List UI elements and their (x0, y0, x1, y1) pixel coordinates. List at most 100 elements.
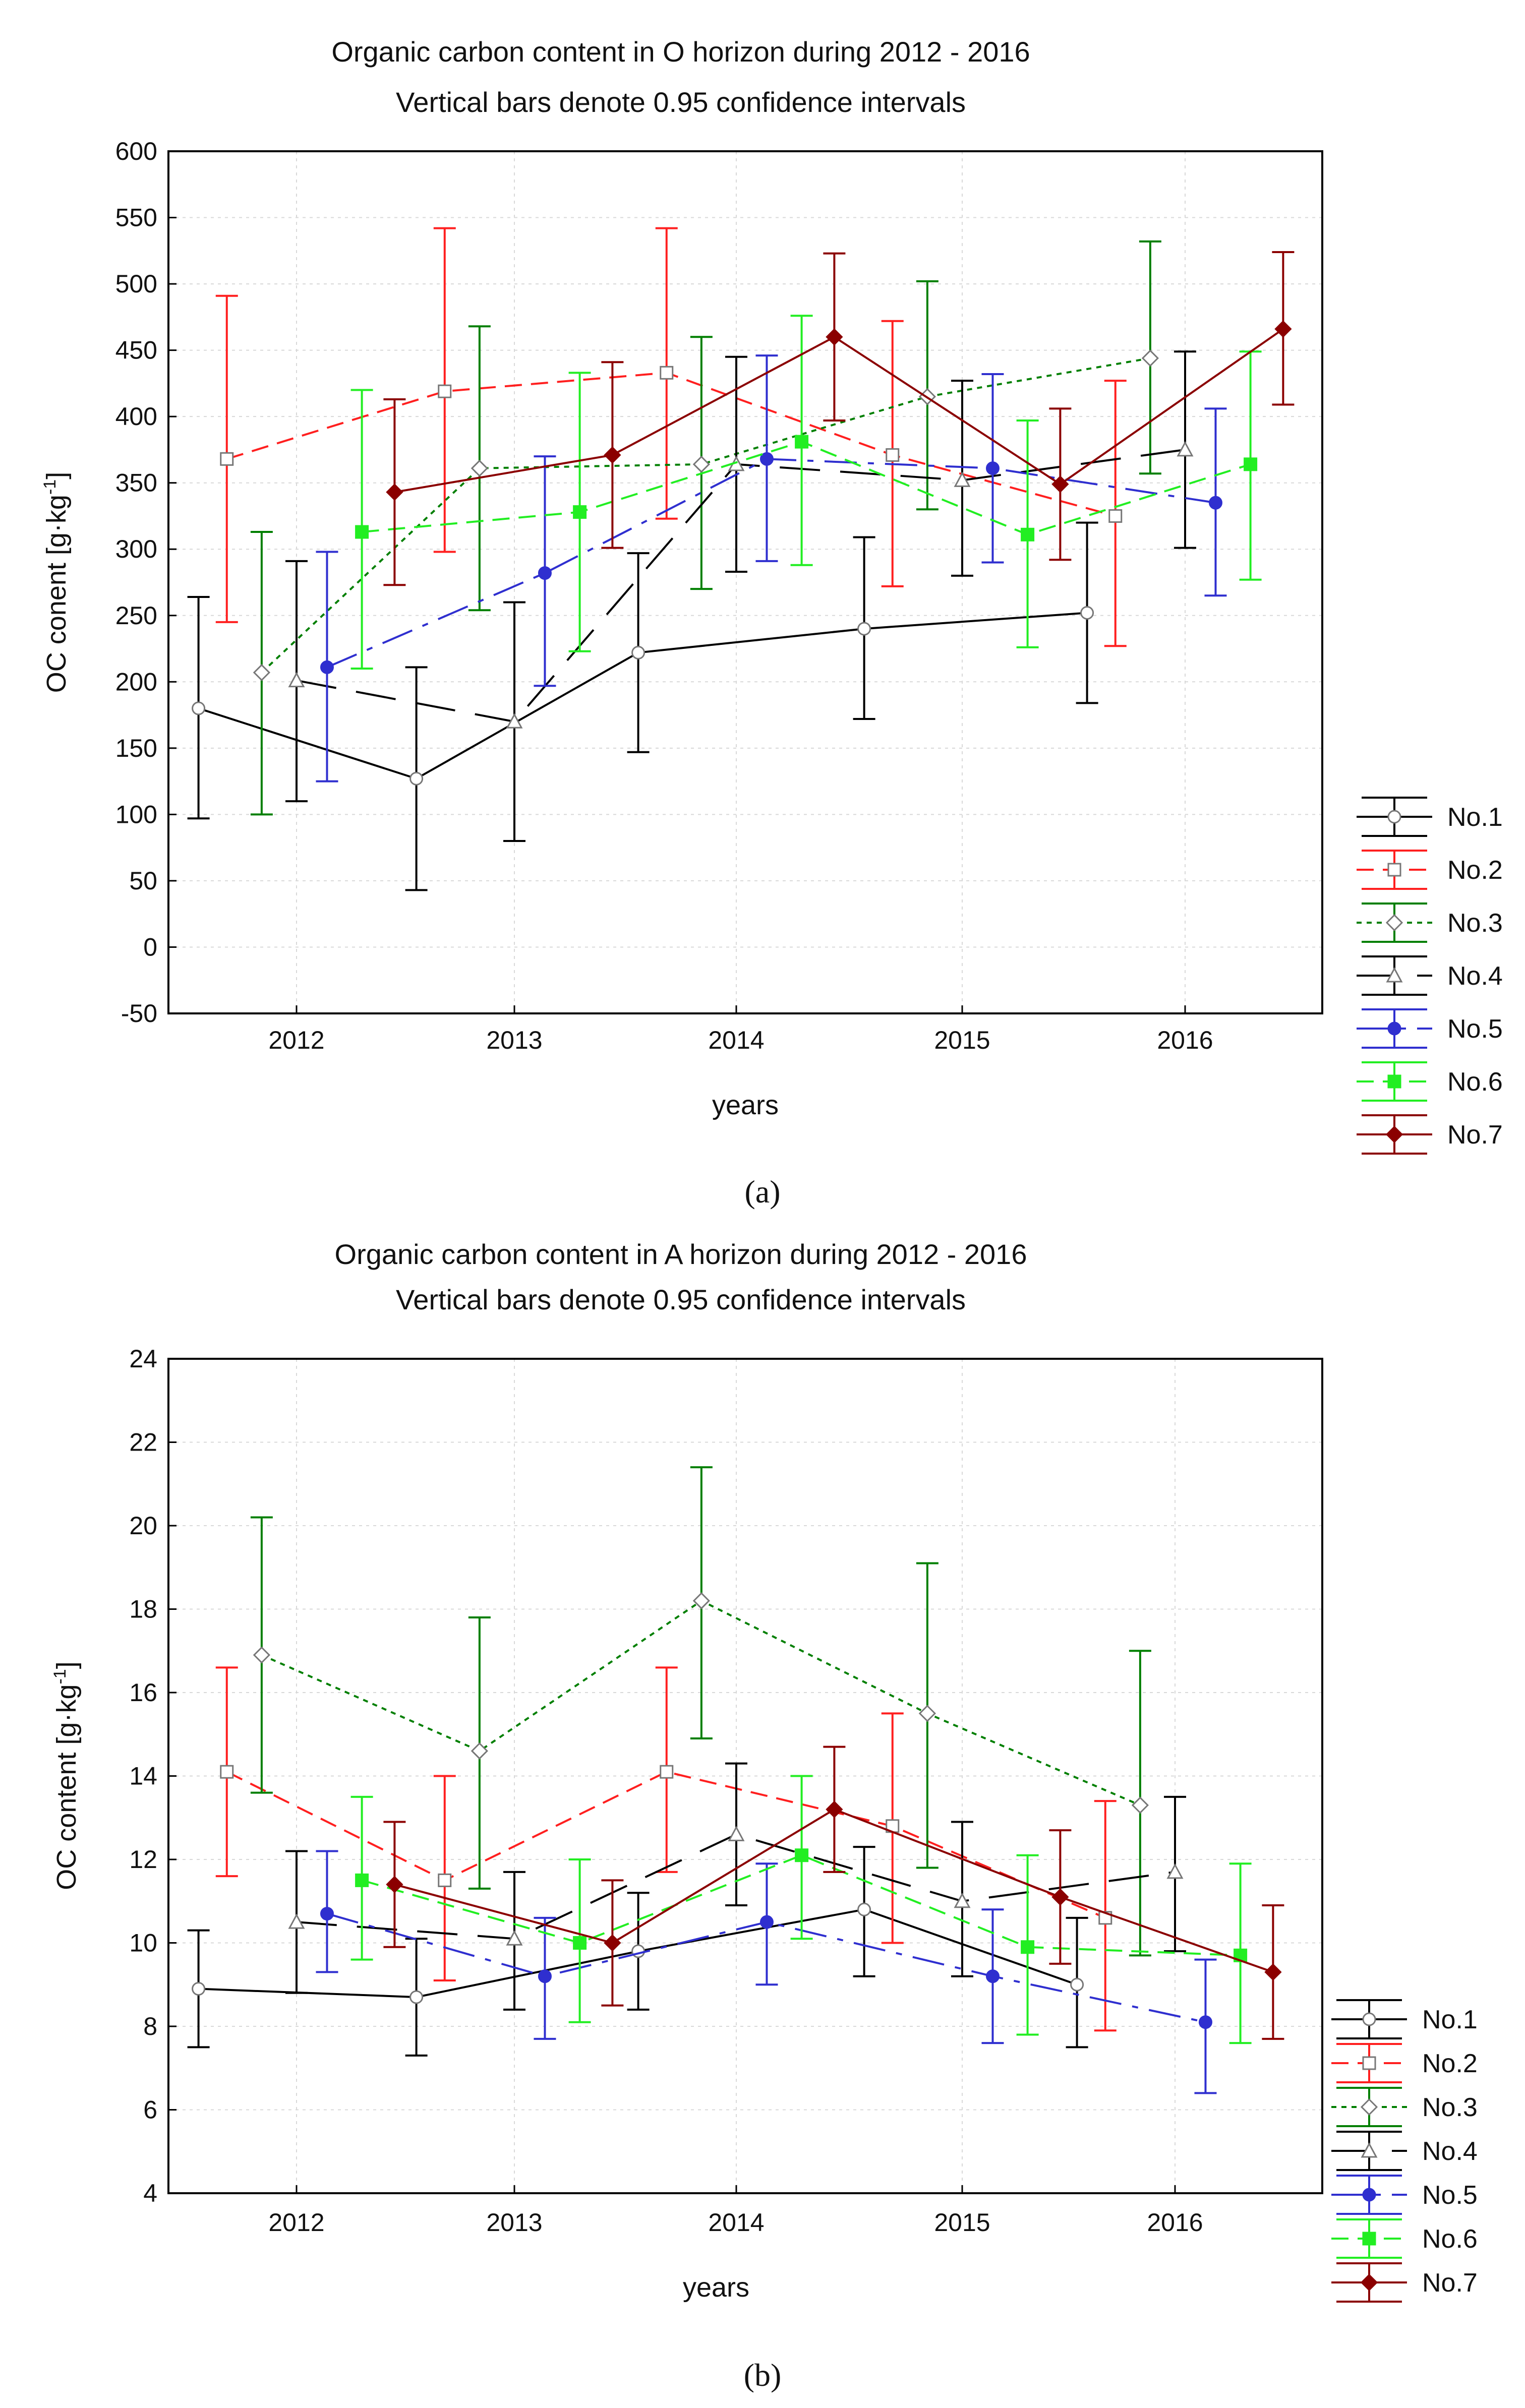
y-tick-label: 6 (143, 2096, 157, 2124)
data-point (1141, 349, 1159, 367)
x-axis-ticks: 2012 2013 2014 2015 2016 (268, 1005, 1213, 1054)
y-tick-label: 350 (115, 469, 157, 497)
data-point (253, 664, 271, 682)
legend-label: No.5 (1422, 2181, 1478, 2210)
y-axis-ticks: 4 6 8 10 12 14 16 18 20 22 24 (129, 1345, 177, 2207)
data-point (759, 1915, 774, 1929)
series-no4 (285, 1762, 1186, 2011)
y-tick-label: 450 (115, 336, 157, 365)
series-no3 (250, 1466, 1151, 1957)
y-tick-label: 22 (129, 1428, 157, 1457)
data-point (506, 713, 523, 729)
data-point (954, 471, 971, 487)
data-point (728, 1826, 745, 1841)
x-tick-label: 2012 (268, 2208, 324, 2237)
chart-title: Organic carbon content in A horizon duri… (335, 1238, 1027, 1270)
data-point (409, 771, 424, 786)
chart-subtitle: Vertical bars denote 0.95 confidence int… (396, 1284, 966, 1315)
y-tick-label: 250 (115, 601, 157, 630)
legend-marker (1360, 2273, 1378, 2292)
legend-item: No.7 (1331, 2262, 1478, 2303)
x-axis-label: years (712, 1090, 779, 1120)
legend-item: No.6 (1331, 2218, 1478, 2259)
data-point (438, 1873, 452, 1887)
data-point (355, 1873, 369, 1887)
legend: No.1 No.2 No.3 No.4 No.5 No.6 No.7 (1331, 1999, 1478, 2303)
y-axis-label: OC conent [g·kg-1] (40, 472, 72, 693)
y-tick-label: 4 (143, 2179, 157, 2207)
data-point (573, 505, 587, 519)
legend-marker (1362, 2188, 1376, 2202)
legend-label: No.6 (1447, 1067, 1503, 1097)
series-line (198, 612, 1087, 780)
data-point (985, 461, 1000, 475)
x-tick-label: 2014 (708, 2208, 764, 2237)
data-series (187, 227, 1295, 891)
series-no7 (383, 1745, 1284, 2040)
data-point (1208, 496, 1222, 510)
data-point (1051, 475, 1069, 493)
legend-label: No.2 (1447, 856, 1503, 885)
data-point (826, 1800, 843, 1818)
legend-item: No.4 (1357, 955, 1503, 996)
legend-item: No.5 (1331, 2175, 1478, 2215)
series-no7 (383, 251, 1295, 586)
data-series (187, 1466, 1284, 2094)
legend-marker (1385, 914, 1403, 932)
x-axis-ticks: 2012 2013 2014 2015 2016 (268, 2185, 1203, 2237)
legend-item: No.2 (1331, 2043, 1478, 2083)
data-point (660, 1765, 674, 1779)
legend-item: No.5 (1357, 1008, 1503, 1049)
y-tick-label: 20 (129, 1512, 157, 1540)
legend-item: No.2 (1357, 850, 1503, 890)
series-no2 (215, 227, 1127, 647)
y-tick-label: 150 (115, 734, 157, 762)
data-point (386, 1876, 403, 1893)
y-tick-label: 50 (129, 867, 157, 895)
data-point (320, 1907, 334, 1921)
legend-marker (1361, 2142, 1378, 2158)
series-line (261, 357, 1151, 674)
x-tick-label: 2016 (1157, 1026, 1213, 1054)
series-no2 (215, 1666, 1117, 2032)
legend-label: No.3 (1447, 909, 1503, 938)
data-point (386, 483, 403, 501)
series-no6 (350, 315, 1262, 670)
data-point (409, 1990, 424, 2004)
data-point (604, 446, 621, 464)
data-point (692, 455, 711, 473)
series-no5 (316, 1850, 1217, 2094)
legend-label: No.3 (1422, 2093, 1478, 2122)
y-tick-label: 550 (115, 204, 157, 232)
legend-label: No.4 (1422, 2137, 1478, 2166)
data-point (1274, 320, 1292, 338)
data-point (604, 1934, 621, 1952)
grid-lines (168, 151, 1322, 1014)
data-point (1244, 457, 1258, 471)
y-tick-label: 8 (143, 2012, 157, 2040)
data-point (954, 1892, 971, 1908)
legend-item: No.1 (1357, 797, 1503, 837)
series-line (326, 458, 1216, 669)
y-tick-label: 600 (115, 137, 157, 165)
x-tick-label: 2015 (934, 2208, 990, 2237)
data-point (795, 1848, 809, 1862)
figure-caption: (a) (744, 1174, 780, 1210)
legend-label: No.4 (1447, 961, 1503, 991)
y-tick-label: 14 (129, 1762, 157, 1790)
x-tick-label: 2013 (486, 1026, 542, 1054)
data-point (1021, 527, 1035, 541)
x-tick-label: 2013 (486, 2208, 542, 2237)
y-tick-label: 16 (129, 1678, 157, 1707)
legend-label: No.1 (1422, 2005, 1478, 2034)
data-point (538, 1969, 552, 1983)
legend-marker (1387, 1074, 1401, 1089)
y-tick-label: 400 (115, 402, 157, 431)
series-no1 (187, 521, 1098, 891)
data-point (1070, 1977, 1084, 1992)
y-tick-label: 10 (129, 1929, 157, 1957)
data-point (1131, 1796, 1149, 1814)
legend-marker (1387, 863, 1401, 877)
chart-subtitle: Vertical bars denote 0.95 confidence int… (396, 86, 966, 118)
